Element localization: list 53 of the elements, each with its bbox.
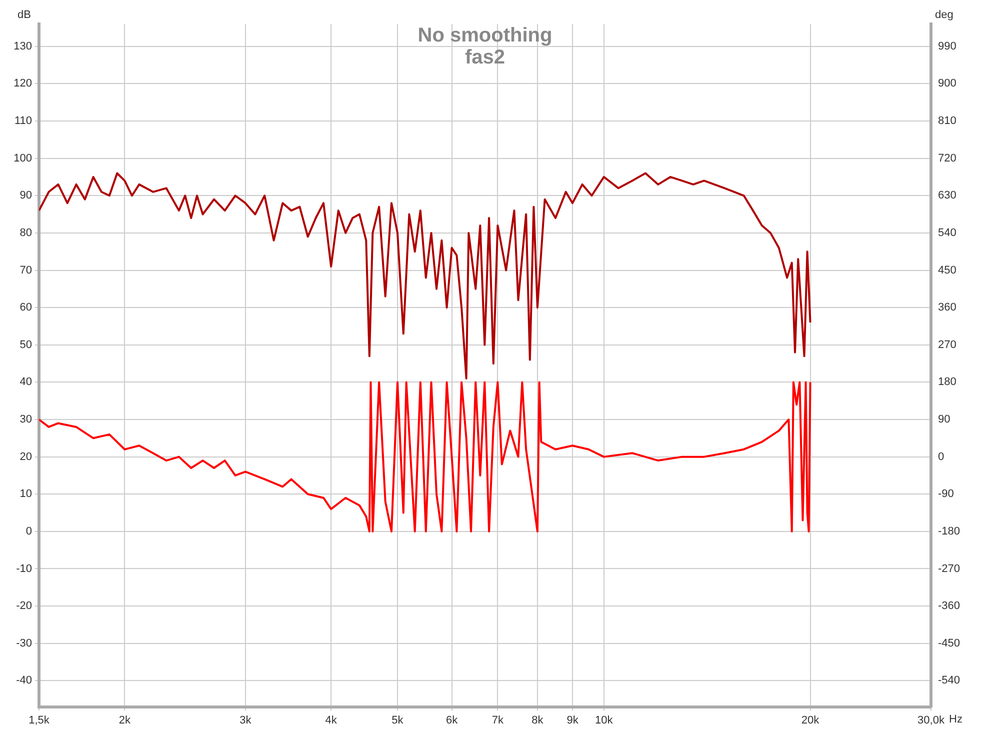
x-tick-label: 20k [801, 714, 820, 726]
y-tick-label: 20 [20, 450, 32, 463]
y2-axis-title: deg [935, 9, 954, 22]
y2-tick-label: -360 [938, 600, 960, 612]
x-tick-label: 7k [492, 714, 504, 726]
y-tick-label: 10 [20, 488, 32, 500]
y2-tick-label: -90 [938, 488, 954, 500]
y2-tick-label: 720 [938, 152, 956, 164]
x-tick-label: 8k [532, 714, 544, 726]
y-tick-label: 30 [20, 414, 32, 426]
y-tick-label: 90 [20, 190, 32, 202]
y2-tick-label: 810 [938, 115, 956, 128]
y-tick-label: -10 [16, 562, 32, 575]
x-tick-label: 10k [595, 714, 614, 726]
x-tick-label: 1,5k [28, 714, 50, 726]
y-tick-label: 130 [14, 40, 32, 52]
x-tick-label: 30,0k [918, 714, 945, 726]
y-tick-label: 70 [20, 264, 32, 276]
y-tick-label: 120 [14, 78, 32, 90]
y-tick-label: 100 [14, 152, 32, 164]
y2-tick-label: -540 [938, 674, 960, 687]
y-tick-label: 50 [20, 338, 32, 351]
x-tick-label: 2k [118, 714, 131, 726]
x-axis-title: Hz [949, 713, 962, 726]
x-tick-label: 9k [566, 714, 579, 726]
y2-tick-label: 0 [938, 450, 944, 463]
y2-tick-label: -450 [938, 637, 960, 650]
y-tick-label: -40 [16, 674, 32, 687]
y2-tick-label: 990 [938, 40, 956, 52]
y2-tick-label: -180 [938, 525, 960, 538]
y-tick-label: -30 [16, 637, 32, 650]
y2-tick-label: 270 [938, 338, 956, 351]
x-tick-label: 4k [325, 714, 338, 726]
x-tick-label: 3k [240, 714, 252, 726]
y-tick-label: 80 [20, 226, 32, 239]
y-tick-label: 110 [14, 115, 32, 128]
y2-tick-label: 180 [938, 376, 956, 388]
y2-tick-label: 360 [938, 302, 956, 314]
y-axis-title: dB [18, 9, 31, 22]
y2-tick-label: 900 [938, 78, 956, 90]
y-tick-label: 60 [20, 302, 32, 314]
text: fas2 [464, 46, 506, 69]
y2-tick-label: 540 [938, 226, 956, 239]
y2-tick-label: 450 [938, 264, 956, 276]
x-tick-label: 6k [446, 714, 458, 726]
y2-tick-label: -270 [938, 562, 960, 575]
y-tick-label: 0 [26, 525, 32, 538]
y-tick-label: 40 [20, 376, 32, 388]
y2-tick-label: 90 [938, 414, 950, 426]
x-tick-label: 5k [392, 714, 404, 726]
y2-tick-label: 630 [938, 190, 956, 202]
chart-title: No smoothing [418, 24, 552, 47]
y-tick-label: -20 [16, 600, 32, 612]
